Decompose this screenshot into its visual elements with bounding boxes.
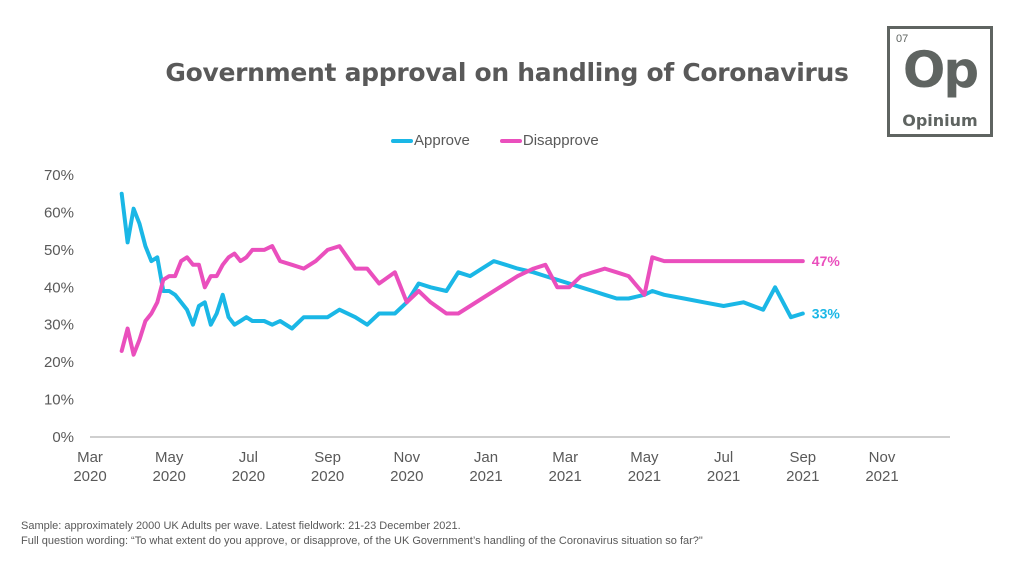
x-tick-label-month: Sep — [314, 449, 341, 466]
x-tick-label-month: Jan — [474, 449, 498, 466]
end-label-approve: 33% — [812, 305, 841, 321]
chart-title-text: Government approval on handling of Coron… — [165, 58, 849, 87]
x-tick-label-year: 2020 — [232, 468, 265, 485]
x-tick-label-month: Jul — [714, 449, 733, 466]
x-tick-label-year: 2020 — [153, 468, 186, 485]
logo-symbol: Op — [902, 41, 979, 99]
x-tick-label-month: May — [155, 449, 184, 466]
series-line-disapprove — [119, 244, 805, 357]
x-tick-label-year: 2021 — [469, 468, 502, 485]
x-tick-label-year: 2020 — [73, 468, 106, 485]
y-tick-label: 40% — [44, 279, 74, 296]
x-tick-label-month: Sep — [789, 449, 816, 466]
x-tick-label-year: 2020 — [311, 468, 344, 485]
chart-legend: Approve Disapprove — [391, 132, 599, 149]
y-tick-label: 20% — [44, 354, 74, 371]
x-tick-label-year: 2021 — [707, 468, 740, 485]
legend-swatch-disapprove — [499, 138, 522, 143]
x-tick-label-month: Jul — [239, 449, 258, 466]
logo-number: 07 — [896, 33, 909, 45]
x-tick-label-month: Mar — [77, 449, 103, 466]
y-tick-label: 60% — [44, 204, 74, 221]
y-tick-label: 50% — [44, 242, 74, 259]
footnote-sample: Sample: approximately 2000 UK Adults per… — [21, 520, 461, 532]
x-tick-label-month: May — [630, 449, 659, 466]
legend-label-disapprove: Disapprove — [522, 132, 599, 149]
chart-title: Government approval on handling of Coron… — [0, 58, 1024, 87]
x-tick-label-month: Nov — [869, 449, 896, 466]
x-tick-label-month: Nov — [393, 449, 420, 466]
x-tick-label-month: Mar — [552, 449, 578, 466]
x-tick-label-year: 2021 — [549, 468, 582, 485]
legend-swatch-approve — [391, 138, 413, 143]
x-tick-label-year: 2021 — [628, 468, 661, 485]
y-tick-label: 30% — [44, 317, 74, 334]
y-tick-label: 0% — [52, 429, 74, 446]
x-tick-label-year: 2021 — [786, 468, 819, 485]
legend-item-approve: Approve — [391, 132, 470, 149]
logo-name: Opinium — [902, 111, 978, 130]
opinium-logo: 07 Op Opinium — [887, 26, 993, 137]
y-tick-label: 10% — [44, 392, 74, 409]
chart-footnote: Sample: approximately 2000 UK Adults per… — [21, 519, 703, 549]
x-tick-label-year: 2021 — [865, 468, 898, 485]
end-label-disapprove: 47% — [812, 253, 841, 269]
footnote-question: Full question wording: “To what extent d… — [21, 535, 703, 547]
legend-item-disapprove: Disapprove — [499, 132, 599, 149]
x-tick-label-year: 2020 — [390, 468, 423, 485]
series-line-approve — [119, 191, 805, 331]
legend-label-approve: Approve — [414, 132, 470, 149]
y-tick-label: 70% — [44, 167, 74, 184]
